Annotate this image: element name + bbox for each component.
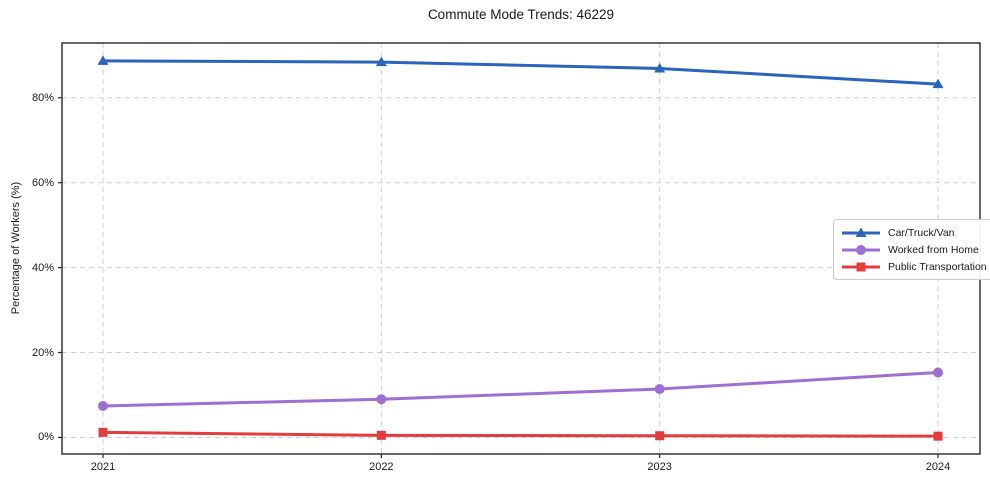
x-tick-label: 2024: [925, 461, 951, 473]
legend-entry: Public Transportation: [841, 259, 987, 274]
data-point-car-truck-van: [375, 56, 387, 67]
data-point-public-transportation: [376, 430, 386, 440]
series-line-public-transportation: [101, 430, 940, 438]
legend-label: Public Transportation: [888, 260, 987, 273]
legend-marker-glyph: [856, 262, 866, 271]
data-point-car-truck-van: [932, 78, 944, 89]
legend-entry: Car/Truck/Van: [841, 225, 987, 240]
series-line-worked-from-home: [101, 370, 940, 408]
x-tick-label: 2021: [90, 461, 116, 473]
data-point-public-transportation: [655, 431, 665, 441]
legend-label: Car/Truck/Van: [888, 226, 955, 239]
data-point-car-truck-van: [97, 55, 109, 65]
legend-marker-glyph: [856, 244, 866, 255]
x-tick-label: 2023: [647, 461, 672, 473]
data-point-car-truck-van: [654, 62, 666, 73]
legend-marker-square-icon: [842, 262, 880, 271]
data-point-worked-from-home: [98, 401, 108, 412]
legend-marker-glyph: [855, 227, 867, 237]
data-point-worked-from-home: [933, 367, 943, 378]
y-tick-label: 60%: [31, 176, 54, 189]
data-point-public-transportation: [933, 431, 943, 441]
y-tick-label: 40%: [31, 261, 54, 274]
legend-marker-triangle-icon: [842, 227, 880, 237]
legend-entry: Worked from Home: [841, 242, 987, 257]
data-point-public-transportation: [98, 427, 108, 437]
chart-title: Commute Mode Trends: 46229: [427, 7, 615, 22]
data-point-worked-from-home: [654, 384, 665, 395]
y-tick-label: 20%: [31, 346, 54, 359]
x-tick-label: 2022: [369, 461, 394, 473]
legend-label: Worked from Home: [888, 243, 979, 256]
y-tick-label: 80%: [31, 91, 54, 104]
legend-marker-circle-icon: [842, 244, 880, 255]
series-line-car-truck-van: [101, 59, 940, 86]
y-tick-label: 0%: [38, 431, 54, 444]
legend: Car/Truck/Van Worked from Home Public Tran…: [833, 219, 990, 280]
data-point-worked-from-home: [376, 394, 387, 405]
